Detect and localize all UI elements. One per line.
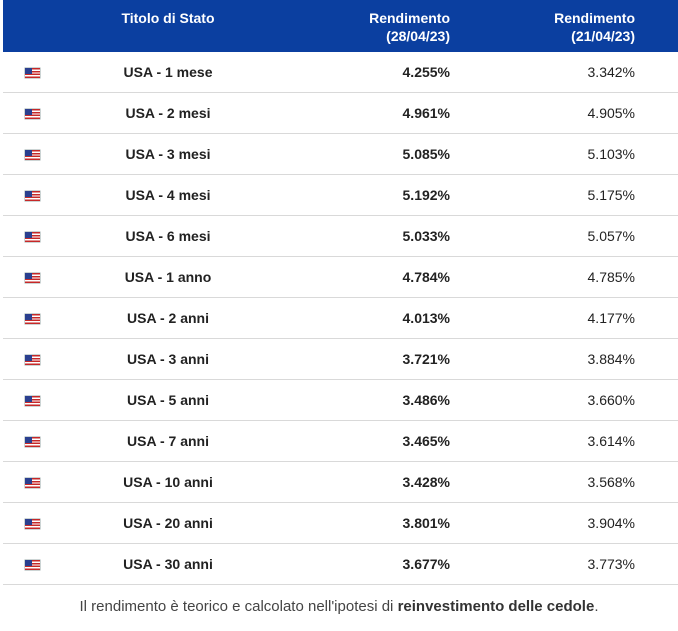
us-flag-icon bbox=[25, 232, 40, 243]
us-flag-icon bbox=[25, 191, 40, 202]
table-row: USA - 6 mesi 5.033% 5.057% bbox=[3, 215, 678, 257]
header-yield-previous-date: (21/04/23) bbox=[571, 28, 635, 44]
flag-cell bbox=[3, 174, 73, 216]
yield-current: 4.255% bbox=[263, 52, 453, 93]
yield-previous: 3.660% bbox=[453, 379, 678, 421]
table-row: USA - 3 anni 3.721% 3.884% bbox=[3, 338, 678, 380]
yield-previous: 3.342% bbox=[453, 52, 678, 93]
bond-name: USA - 3 mesi bbox=[73, 133, 263, 175]
table-row: USA - 4 mesi 5.192% 5.175% bbox=[3, 174, 678, 216]
footnote: Il rendimento è teorico e calcolato nell… bbox=[0, 598, 678, 615]
table-row: USA - 2 anni 4.013% 4.177% bbox=[3, 297, 678, 339]
flag-cell bbox=[3, 338, 73, 380]
table-row: USA - 5 anni 3.486% 3.660% bbox=[3, 379, 678, 421]
yield-current: 5.192% bbox=[263, 174, 453, 216]
flag-cell bbox=[3, 133, 73, 175]
us-flag-icon bbox=[25, 109, 40, 120]
yield-current: 4.961% bbox=[263, 92, 453, 134]
flag-cell bbox=[3, 502, 73, 544]
yield-previous: 5.175% bbox=[453, 174, 678, 216]
header-yield-previous: Rendimento (21/04/23) bbox=[453, 0, 678, 52]
yield-previous: 5.057% bbox=[453, 215, 678, 257]
footnote-prefix: Il rendimento è teorico e calcolato nell… bbox=[79, 598, 398, 615]
footnote-emphasis: reinvestimento delle cedole bbox=[397, 598, 595, 615]
table-row: USA - 3 mesi 5.085% 5.103% bbox=[3, 133, 678, 175]
flag-cell bbox=[3, 256, 73, 298]
bond-name: USA - 6 mesi bbox=[73, 215, 263, 257]
yield-previous: 3.904% bbox=[453, 502, 678, 544]
footnote-suffix: . bbox=[594, 598, 599, 615]
header-yield-current: Rendimento (28/04/23) bbox=[263, 0, 453, 52]
yield-current: 3.677% bbox=[263, 543, 453, 585]
flag-cell bbox=[3, 92, 73, 134]
bond-name: USA - 3 anni bbox=[73, 338, 263, 380]
yield-current: 5.033% bbox=[263, 215, 453, 257]
us-flag-icon bbox=[25, 519, 40, 530]
header-yield-previous-label: Rendimento bbox=[554, 10, 635, 26]
us-flag-icon bbox=[25, 314, 40, 325]
bond-name: USA - 10 anni bbox=[73, 461, 263, 503]
bond-name: USA - 4 mesi bbox=[73, 174, 263, 216]
us-flag-icon bbox=[25, 68, 40, 79]
us-flag-icon bbox=[25, 478, 40, 489]
yield-current: 3.428% bbox=[263, 461, 453, 503]
table-row: USA - 1 anno 4.784% 4.785% bbox=[3, 256, 678, 298]
yield-previous: 4.905% bbox=[453, 92, 678, 134]
us-flag-icon bbox=[25, 396, 40, 407]
yield-current: 4.013% bbox=[263, 297, 453, 339]
yield-previous: 4.785% bbox=[453, 256, 678, 298]
yield-current: 4.784% bbox=[263, 256, 453, 298]
table-row: USA - 2 mesi 4.961% 4.905% bbox=[3, 92, 678, 134]
table-row: USA - 10 anni 3.428% 3.568% bbox=[3, 461, 678, 503]
header-name: Titolo di Stato bbox=[73, 0, 263, 52]
header-name-label: Titolo di Stato bbox=[121, 10, 215, 26]
yield-previous: 4.177% bbox=[453, 297, 678, 339]
bond-name: USA - 20 anni bbox=[73, 502, 263, 544]
us-flag-icon bbox=[25, 437, 40, 448]
yield-previous: 3.614% bbox=[453, 420, 678, 462]
yield-current: 3.801% bbox=[263, 502, 453, 544]
flag-cell bbox=[3, 215, 73, 257]
header-flag-column bbox=[3, 0, 73, 52]
us-flag-icon bbox=[25, 273, 40, 284]
yield-current: 5.085% bbox=[263, 133, 453, 175]
header-yield-current-date: (28/04/23) bbox=[386, 28, 450, 44]
yield-current: 3.721% bbox=[263, 338, 453, 380]
bond-name: USA - 5 anni bbox=[73, 379, 263, 421]
bond-name: USA - 2 mesi bbox=[73, 92, 263, 134]
flag-cell bbox=[3, 543, 73, 585]
table-row: USA - 7 anni 3.465% 3.614% bbox=[3, 420, 678, 462]
flag-cell bbox=[3, 461, 73, 503]
bond-name: USA - 7 anni bbox=[73, 420, 263, 462]
header-yield-current-label: Rendimento bbox=[369, 10, 450, 26]
bond-name: USA - 1 anno bbox=[73, 256, 263, 298]
us-flag-icon bbox=[25, 560, 40, 571]
bond-name: USA - 30 anni bbox=[73, 543, 263, 585]
table-row: USA - 1 mese 4.255% 3.342% bbox=[3, 52, 678, 93]
us-flag-icon bbox=[25, 150, 40, 161]
table-row: USA - 30 anni 3.677% 3.773% bbox=[3, 543, 678, 585]
flag-cell bbox=[3, 379, 73, 421]
yield-previous: 3.884% bbox=[453, 338, 678, 380]
table-header: Titolo di Stato Rendimento (28/04/23) Re… bbox=[3, 0, 678, 52]
table-body: USA - 1 mese 4.255% 3.342% USA - 2 mesi 4.96… bbox=[3, 52, 678, 585]
table-row: USA - 20 anni 3.801% 3.904% bbox=[3, 502, 678, 544]
yield-previous: 5.103% bbox=[453, 133, 678, 175]
yield-current: 3.465% bbox=[263, 420, 453, 462]
flag-cell bbox=[3, 420, 73, 462]
yields-table: Titolo di Stato Rendimento (28/04/23) Re… bbox=[3, 0, 678, 585]
yield-current: 3.486% bbox=[263, 379, 453, 421]
flag-cell bbox=[3, 52, 73, 93]
yield-previous: 3.568% bbox=[453, 461, 678, 503]
bond-name: USA - 1 mese bbox=[73, 52, 263, 93]
flag-cell bbox=[3, 297, 73, 339]
bond-name: USA - 2 anni bbox=[73, 297, 263, 339]
us-flag-icon bbox=[25, 355, 40, 366]
yield-previous: 3.773% bbox=[453, 543, 678, 585]
